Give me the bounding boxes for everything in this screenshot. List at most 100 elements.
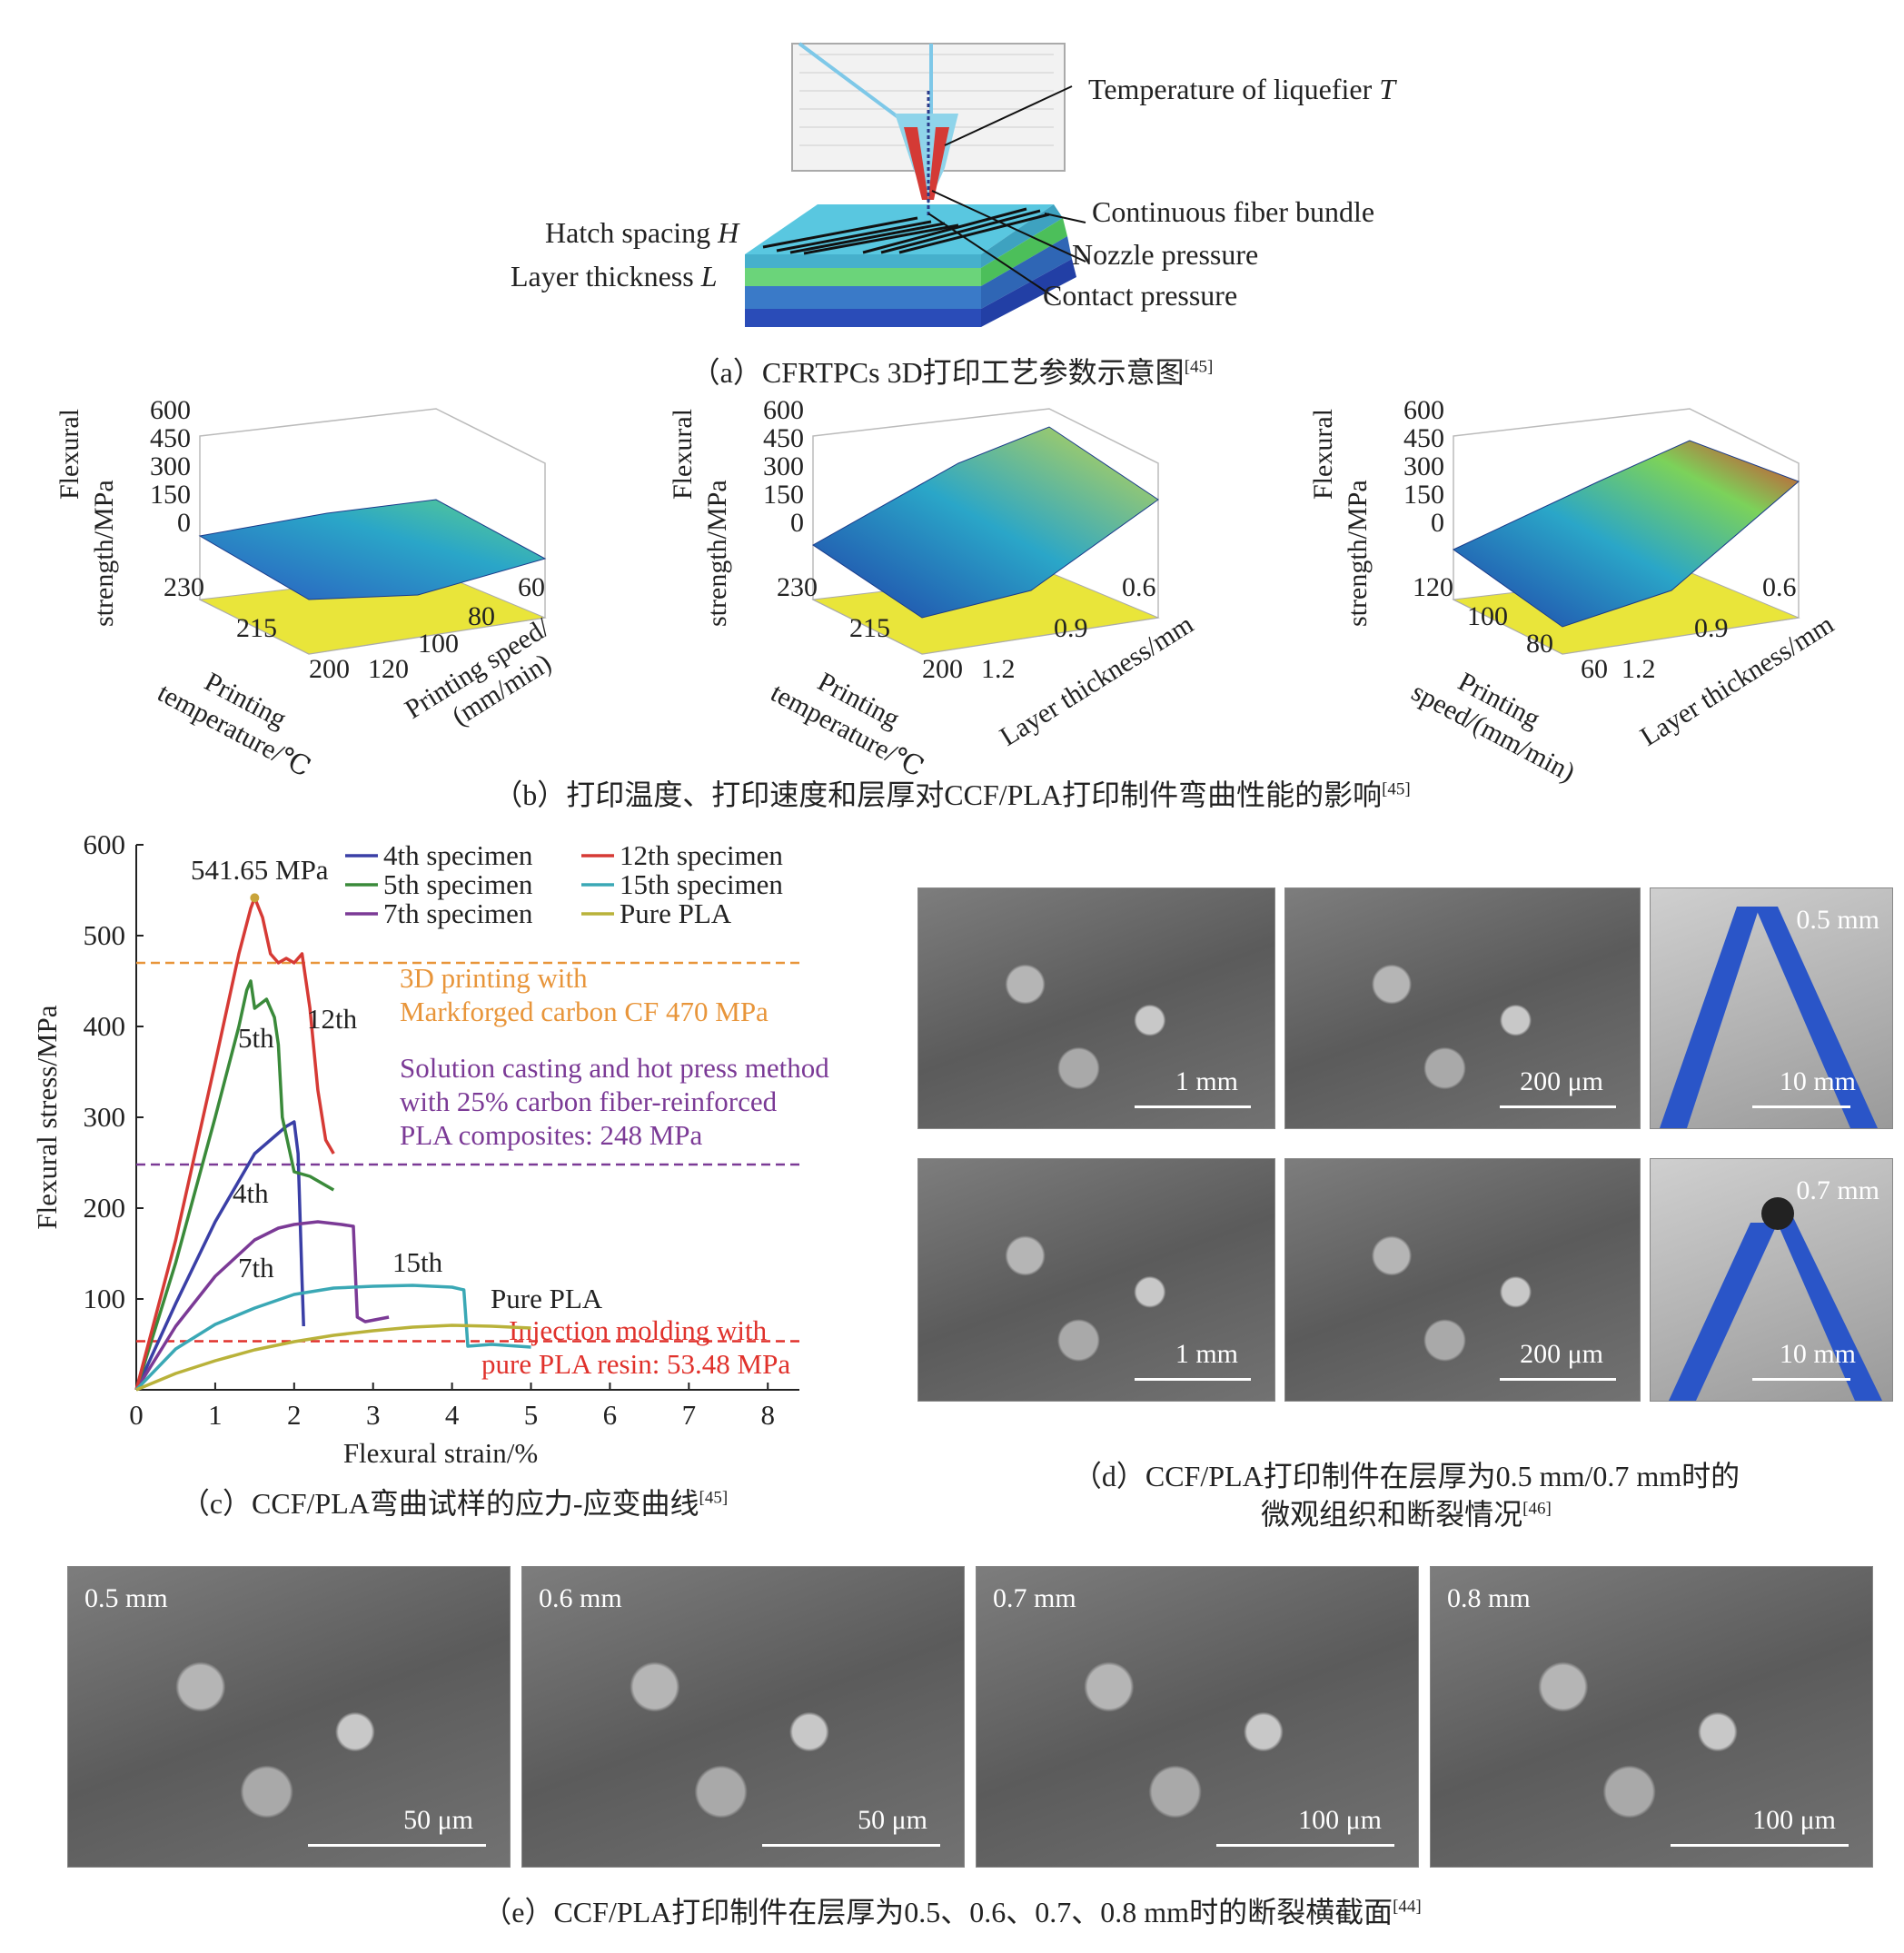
- legend-label: 15th specimen: [620, 868, 783, 900]
- x-tick-label: 1: [208, 1399, 223, 1431]
- caption-d-line1: （d）CCF/PLA打印制件在层厚为0.5 mm/0.7 mm时的: [1072, 1460, 1740, 1492]
- y-tick-label: 200: [84, 1192, 126, 1224]
- x-tick-3b: 100: [1467, 601, 1508, 631]
- reference-text: with 25% carbon fiber-reinforced: [400, 1086, 778, 1117]
- x-tick-label: 3: [366, 1399, 381, 1431]
- scale-bar: [1500, 1105, 1616, 1108]
- series-line-3: [134, 1220, 390, 1391]
- scale-bar: [1500, 1378, 1616, 1381]
- z-axis-label-3: Flexural: [1308, 409, 1338, 500]
- y-tick-label: 400: [84, 1010, 126, 1042]
- scale-label: 50 μm: [403, 1805, 473, 1835]
- scale-label: 200 μm: [1520, 1339, 1603, 1369]
- y-tick-3a: 1.2: [1621, 654, 1656, 684]
- cross-section-image-1: 0.5 mm 50 μm: [67, 1566, 511, 1868]
- reference-text: PLA composites: 248 MPa: [400, 1119, 703, 1151]
- reference-text: Injection molding with: [509, 1314, 768, 1346]
- x-tick-2b: 215: [849, 613, 890, 643]
- x-tick-3d: 60: [1581, 654, 1608, 684]
- thickness-label: 0.7 mm: [993, 1583, 1076, 1613]
- stress-strain-chart: 0 1 2 3 4 5 6 7 8 100 200 300 400 500 600 Flexural stra…: [31, 828, 829, 1469]
- fractured-specimen: [1669, 1197, 1882, 1401]
- scale-label: 10 mm: [1779, 1066, 1856, 1096]
- caption-c: （c）CCF/PLA弯曲试样的应力-应变曲线[45]: [180, 1487, 729, 1520]
- z-axis-label-1: Flexural: [55, 409, 84, 500]
- label-contact-pressure: Contact pressure: [1043, 279, 1238, 312]
- x-tick-3c: 80: [1526, 629, 1553, 659]
- reference-text: Solution casting and hot press method: [400, 1052, 829, 1084]
- micro-image-2: 200 μm: [1284, 887, 1641, 1129]
- scale-label: 10 mm: [1779, 1339, 1856, 1369]
- y-tick-2c: 0.6: [1122, 572, 1156, 602]
- legend-label: 5th specimen: [383, 868, 533, 900]
- caption-d-line2: 微观组织和断裂情况[46]: [1261, 1498, 1552, 1531]
- surface-graphic-3: [1452, 408, 1800, 655]
- panel-e: 0.5 mm 50 μm 0.6 mm 50 μm 0.7 mm 100 μm …: [0, 1544, 1904, 1953]
- fracture-photo-2: 0.7 mm 10 mm: [1650, 1158, 1893, 1402]
- y-tick-label: 600: [84, 828, 126, 860]
- scale-bar: [1752, 1105, 1850, 1108]
- caption-e: （e）CCF/PLA打印制件在层厚为0.5、0.6、0.7、0.8 mm时的断裂…: [482, 1896, 1422, 1928]
- curve-annotation: 5th: [238, 1022, 274, 1054]
- y-tick-3c: 0.6: [1762, 572, 1797, 602]
- z-ticks-1: 600 450 300 150 0: [150, 395, 191, 538]
- peak-annotation: 541.65 MPa: [191, 854, 329, 886]
- legend-label: 12th specimen: [620, 839, 783, 871]
- label-hatch-spacing: Hatch spacing H: [545, 216, 739, 249]
- cross-section-image-2: 0.6 mm 50 μm: [521, 1566, 965, 1868]
- reference-text: pure PLA resin: 53.48 MPa: [481, 1348, 790, 1380]
- caption-b: （b）打印温度、打印速度和层厚对CCF/PLA打印制件弯曲性能的影响[45]: [493, 778, 1411, 811]
- series-line-6: [135, 1323, 531, 1392]
- y-tick-2a: 1.2: [981, 654, 1016, 684]
- curve-annotation: 7th: [238, 1252, 274, 1284]
- cross-section-image-3: 0.7 mm 100 μm: [976, 1566, 1419, 1868]
- panel-d: 1 mm 200 μm 0.5 mm 10 mm 1 mm 200 μm 0.7…: [908, 818, 1904, 1544]
- panel-c: 0 1 2 3 4 5 6 7 8 100 200 300 400 500 600 Flexural stra…: [0, 818, 908, 1526]
- x-tick-2a: 230: [777, 572, 818, 602]
- curve-annotation: 15th: [392, 1246, 443, 1278]
- y-tick-1b: 100: [418, 629, 459, 659]
- z-ticks-3: 600 450 300 150 0: [1403, 395, 1444, 538]
- x-tick-2c: 200: [922, 654, 963, 684]
- z-ticks-2: 600 450 300 150 0: [763, 395, 804, 538]
- x-tick-label: 5: [524, 1399, 539, 1431]
- caption-a: （a）CFRTPCs 3D打印工艺参数示意图[45]: [690, 356, 1214, 389]
- label-temperature: Temperature of liquefier T: [1088, 73, 1396, 105]
- scale-label: 1 mm: [1175, 1066, 1238, 1096]
- z-axis-label2-2: strength/MPa: [702, 480, 732, 627]
- printing-schematic: [745, 42, 1086, 327]
- surface-plot-2: Flexural strength/MPa 600 450 300 150 0 230 …: [668, 391, 1231, 783]
- surface-graphic-1: [198, 408, 547, 655]
- x-tick-label: 0: [129, 1399, 144, 1431]
- curve-annotation: 4th: [233, 1177, 269, 1209]
- scale-bar: [1135, 1105, 1251, 1108]
- y-tick-label: 100: [84, 1283, 126, 1314]
- panel-b: Flexural strength/MPa 600 450 300 150 0 230 …: [0, 391, 1904, 818]
- cross-section-image-4: 0.8 mm 100 μm: [1430, 1566, 1873, 1868]
- x-tick-label: 2: [287, 1399, 302, 1431]
- x-tick-1b: 215: [236, 613, 277, 643]
- legend-label: 7th specimen: [383, 897, 533, 929]
- scale-label: 100 μm: [1752, 1805, 1836, 1835]
- scale-bar: [1135, 1378, 1251, 1381]
- surface-graphic-2: [811, 408, 1160, 655]
- thickness-label: 0.5 mm: [84, 1583, 168, 1613]
- series-line-4: [134, 896, 335, 1391]
- y-tick-3b: 0.9: [1694, 613, 1729, 643]
- x-tick-label: 4: [445, 1399, 460, 1431]
- label-layer-thickness: Layer thickness L: [511, 260, 718, 292]
- micro-image-4: 1 mm: [917, 1158, 1275, 1402]
- curve-annotation: Pure PLA: [491, 1283, 603, 1314]
- panel-a: Temperature of liquefier T Continuous fi…: [0, 0, 1904, 391]
- series-line-5: [134, 1284, 531, 1392]
- scale-bar: [308, 1844, 486, 1847]
- fracture-photo-1: 0.5 mm 10 mm: [1650, 887, 1893, 1129]
- reference-text: 3D printing with: [400, 962, 588, 994]
- surface-plot-3: Flexural strength/MPa 600 450 300 150 0 120 …: [1308, 391, 1871, 788]
- scale-label: 100 μm: [1298, 1805, 1382, 1835]
- y-tick-1c: 80: [468, 601, 495, 631]
- x-tick-1c: 200: [309, 654, 350, 684]
- thickness-label: 0.7 mm: [1796, 1175, 1879, 1205]
- scale-label: 50 μm: [858, 1805, 927, 1835]
- x-tick-label: 6: [603, 1399, 618, 1431]
